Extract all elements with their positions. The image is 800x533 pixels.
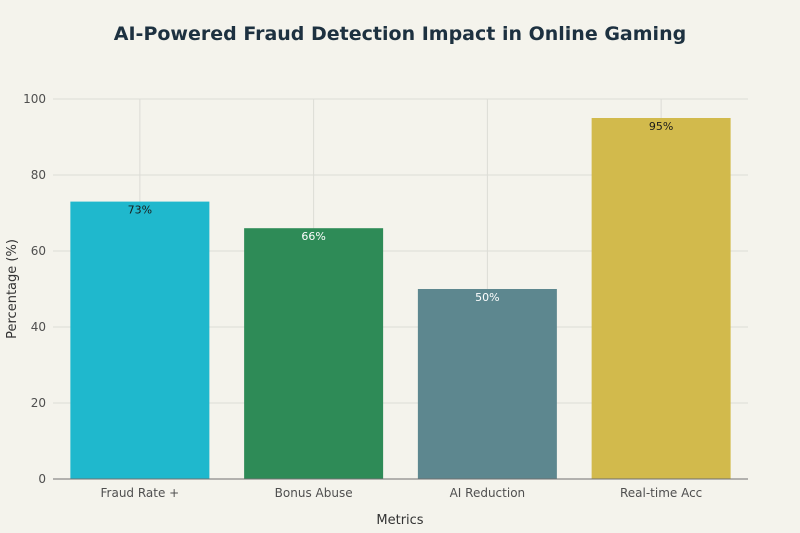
bar-data-label: 95% — [649, 120, 673, 133]
x-axis-title: Metrics — [376, 513, 423, 528]
x-tick-label: Bonus Abuse — [275, 486, 353, 500]
y-tick-label: 60 — [31, 244, 46, 258]
y-tick-label: 80 — [31, 168, 46, 182]
y-tick-label: 100 — [23, 92, 46, 106]
y-axis-ticks: 0 20 40 60 80 100 — [23, 92, 46, 486]
bar[interactable] — [70, 201, 210, 479]
x-tick-label: AI Reduction — [450, 486, 526, 500]
chart-title: AI-Powered Fraud Detection Impact in Onl… — [114, 23, 686, 45]
x-tick-label: Real-time Acc — [620, 486, 702, 500]
bars — [70, 118, 731, 479]
x-axis-ticks: Fraud Rate + Bonus Abuse AI Reduction Real-… — [101, 486, 703, 500]
bar-data-label: 73% — [128, 204, 152, 217]
bar[interactable] — [591, 118, 731, 479]
bar-data-label: 50% — [475, 291, 499, 304]
y-tick-label: 0 — [38, 472, 46, 486]
y-tick-label: 40 — [31, 320, 46, 334]
x-tick-label: Fraud Rate + — [101, 486, 180, 500]
y-tick-label: 20 — [31, 396, 46, 410]
data-labels: 73% 66% 50% 95% — [128, 120, 674, 304]
bar-data-label: 66% — [301, 230, 325, 243]
bar[interactable] — [417, 289, 557, 479]
bar[interactable] — [244, 228, 384, 479]
y-axis-title: Percentage (%) — [5, 239, 20, 339]
